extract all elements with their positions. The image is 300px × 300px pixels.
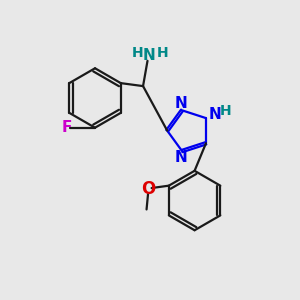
Text: O: O xyxy=(141,180,155,198)
Text: H: H xyxy=(220,104,231,118)
Text: H: H xyxy=(132,46,144,59)
Text: N: N xyxy=(174,150,187,165)
Text: N: N xyxy=(174,96,187,111)
Text: N: N xyxy=(209,107,222,122)
Text: N: N xyxy=(142,48,155,63)
Text: F: F xyxy=(61,120,72,135)
Text: H: H xyxy=(157,46,169,59)
